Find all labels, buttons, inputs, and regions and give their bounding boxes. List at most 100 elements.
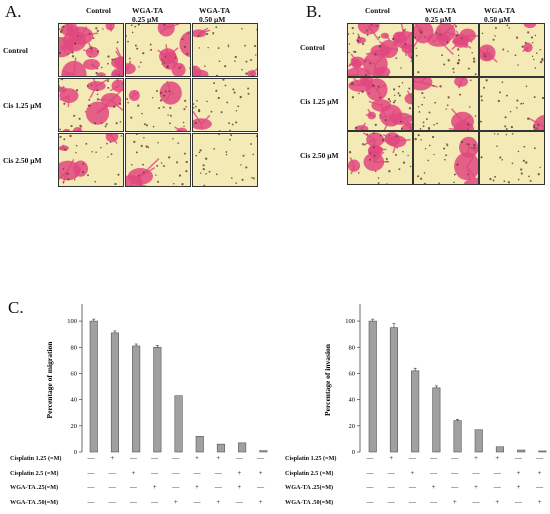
cell-process [73, 168, 82, 179]
membrane-pore [63, 102, 66, 105]
membrane-pore [527, 31, 530, 34]
cell-process [250, 69, 255, 74]
column-header-line: 0.50 μM [484, 15, 511, 24]
membrane-pore [417, 106, 420, 108]
membrane-pore [439, 33, 442, 36]
membrane-pore [90, 47, 93, 50]
membrane-pore [522, 102, 525, 105]
treatment-symbol: + [152, 483, 157, 491]
membrane-pore [453, 181, 455, 184]
membrane-pore [534, 128, 537, 130]
treatment-symbol: + [410, 469, 415, 477]
membrane-pore [183, 45, 186, 48]
membrane-pore [393, 88, 396, 91]
membrane-pore [424, 36, 426, 38]
membrane-pore [400, 67, 402, 69]
membrane-pore [106, 142, 108, 145]
cell-process [460, 78, 465, 82]
cell-process [89, 85, 98, 99]
cell-process [376, 84, 387, 91]
cell-process [362, 132, 376, 141]
membrane-pore [131, 31, 134, 34]
membrane-pore [156, 89, 159, 92]
membrane-pore [231, 123, 234, 126]
membrane-pore [421, 92, 424, 95]
cell-process [169, 59, 178, 65]
membrane-pore [84, 111, 87, 113]
y-axis-label: Percentage of invasion [323, 343, 332, 416]
membrane-pore [77, 35, 79, 37]
membrane-pore [149, 43, 152, 46]
membrane-pore [62, 25, 65, 28]
membrane-pore [494, 175, 497, 178]
membrane-pore [446, 104, 449, 107]
membrane-pore [205, 157, 208, 160]
membrane-pore [466, 143, 468, 145]
membrane-pore [520, 102, 523, 105]
membrane-pore [245, 72, 248, 75]
treatment-symbol: + [216, 454, 221, 462]
treatment-symbol: — [430, 469, 438, 477]
membrane-pore [534, 67, 537, 69]
membrane-pore [62, 168, 65, 170]
treatment-symbol: + [516, 483, 521, 491]
membrane-pore [522, 159, 525, 162]
cell-process [392, 37, 400, 47]
treatment-symbol: — [214, 469, 222, 477]
column-header: WGA-TA 0.50 μM [484, 6, 515, 24]
membrane-pore [419, 127, 422, 130]
cell-process [74, 164, 81, 170]
treatment-symbol: — [193, 469, 201, 477]
cell-process [466, 165, 476, 179]
membrane-pore [348, 33, 350, 35]
membrane-pore [402, 150, 404, 153]
membrane-pore [69, 134, 72, 138]
membrane-pore [59, 28, 60, 30]
membrane-pore [370, 24, 373, 26]
membrane-pore [501, 158, 504, 161]
membrane-pore [251, 74, 254, 76]
stained-cell [62, 128, 71, 131]
membrane-pore [126, 98, 129, 101]
membrane-pore [355, 126, 358, 129]
treatment-label: Cisplatin 2.5 (=M) [285, 470, 334, 477]
membrane-pore [130, 116, 133, 119]
column-header-line: 0.25 μM [425, 15, 452, 24]
y-tick-label: 60 [349, 370, 356, 377]
membrane-pore [185, 160, 188, 164]
micrograph-image [414, 24, 478, 76]
cell-process [541, 127, 544, 130]
membrane-pore [377, 182, 380, 184]
membrane-pore [162, 165, 165, 167]
membrane-pore [189, 67, 190, 70]
micrograph-image [195, 134, 257, 186]
cell-process [364, 78, 368, 81]
treatment-symbol: — [514, 454, 522, 462]
treatment-symbol: + [516, 469, 521, 477]
membrane-pore [229, 129, 231, 131]
treatment-label: WGA-TA .25(=M) [10, 484, 59, 491]
membrane-pore [369, 158, 371, 161]
membrane-pore [378, 45, 382, 48]
membrane-pore [183, 108, 186, 111]
membrane-pore [215, 89, 218, 92]
membrane-pore [433, 124, 435, 126]
treatment-symbol: — [214, 483, 222, 491]
membrane-pore [393, 94, 396, 97]
membrane-pore [501, 81, 504, 84]
membrane-pore [354, 50, 357, 54]
stained-cell [533, 114, 544, 130]
treatment-symbol: + [195, 454, 199, 462]
membrane-pore [502, 48, 505, 51]
cell-process [130, 94, 135, 98]
membrane-pore [145, 145, 148, 148]
membrane-pore [215, 173, 218, 176]
micrograph-image [348, 24, 412, 76]
membrane-pore [504, 116, 507, 119]
membrane-pore [120, 135, 123, 137]
membrane-pore [128, 57, 131, 60]
membrane-pore [366, 29, 368, 32]
membrane-pore [374, 123, 377, 126]
micrograph-cell [58, 78, 124, 132]
